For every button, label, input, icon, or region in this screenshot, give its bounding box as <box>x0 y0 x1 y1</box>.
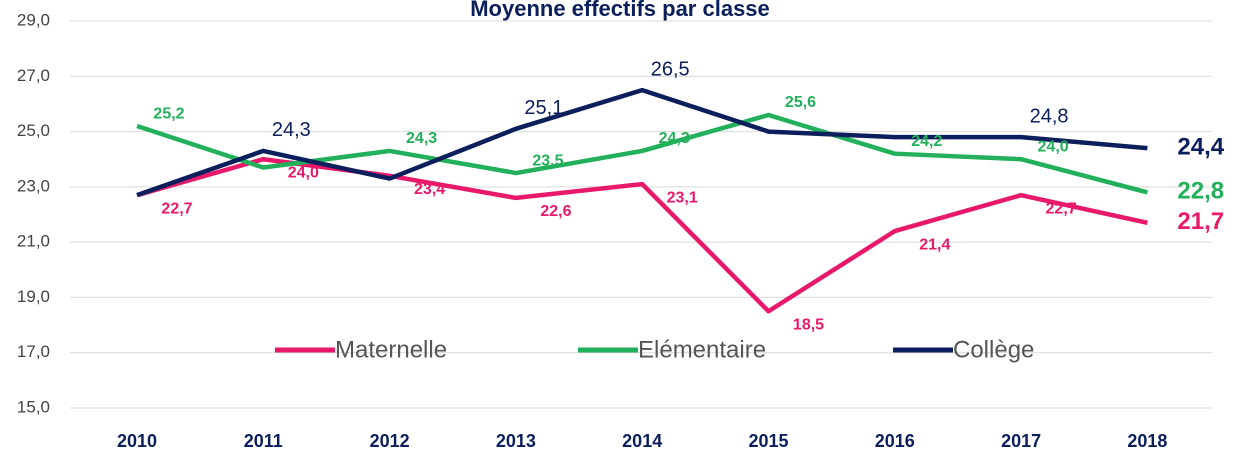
chart-title: Moyenne effectifs par classe <box>470 0 770 21</box>
x-tick-label: 2012 <box>370 431 410 451</box>
data-label: 18,5 <box>793 316 824 333</box>
data-label: 21,7 <box>1177 208 1224 235</box>
data-label: 24,0 <box>1038 138 1069 155</box>
x-tick-label: 2013 <box>496 431 536 451</box>
data-label: 22,7 <box>161 200 192 217</box>
y-tick-label: 15,0 <box>17 397 50 416</box>
data-label: 22,7 <box>1046 200 1077 217</box>
legend-label: Maternelle <box>335 336 447 363</box>
legend-label: Elémentaire <box>638 336 766 363</box>
data-label: 23,4 <box>414 181 445 198</box>
data-label: 23,5 <box>532 152 563 169</box>
data-label: 24,0 <box>288 164 319 181</box>
x-tick-label: 2016 <box>875 431 915 451</box>
y-tick-label: 17,0 <box>17 342 50 361</box>
data-label: 22,8 <box>1177 178 1224 205</box>
data-label: 25,6 <box>785 94 816 111</box>
data-label: 25,2 <box>153 105 184 122</box>
data-label: 21,4 <box>919 236 950 253</box>
x-tick-label: 2015 <box>748 431 788 451</box>
data-label: 24,4 <box>1177 134 1224 161</box>
x-tick-label: 2011 <box>244 431 283 451</box>
data-label: 23,1 <box>667 189 698 206</box>
y-tick-label: 19,0 <box>17 287 50 306</box>
legend-label: Collège <box>953 336 1034 363</box>
data-label: 24,3 <box>406 130 437 147</box>
data-label: 25,1 <box>524 97 563 119</box>
data-label: 24,2 <box>911 133 942 150</box>
y-tick-label: 29,0 <box>17 10 50 29</box>
x-tick-label: 2017 <box>1001 431 1041 451</box>
x-tick-label: 2018 <box>1127 431 1167 451</box>
y-tick-label: 23,0 <box>17 176 50 195</box>
x-tick-label: 2014 <box>622 431 662 451</box>
y-tick-label: 21,0 <box>17 232 50 251</box>
series-line <box>136 87 1148 198</box>
y-tick-label: 25,0 <box>17 121 50 140</box>
data-label: 24,3 <box>659 130 690 147</box>
data-label: 26,5 <box>651 58 690 80</box>
data-label: 24,8 <box>1030 105 1069 127</box>
y-tick-label: 27,0 <box>17 66 50 85</box>
data-label: 24,3 <box>272 119 311 141</box>
x-tick-label: 2010 <box>117 431 157 451</box>
data-label: 22,6 <box>540 203 571 220</box>
series-line <box>136 156 1148 314</box>
